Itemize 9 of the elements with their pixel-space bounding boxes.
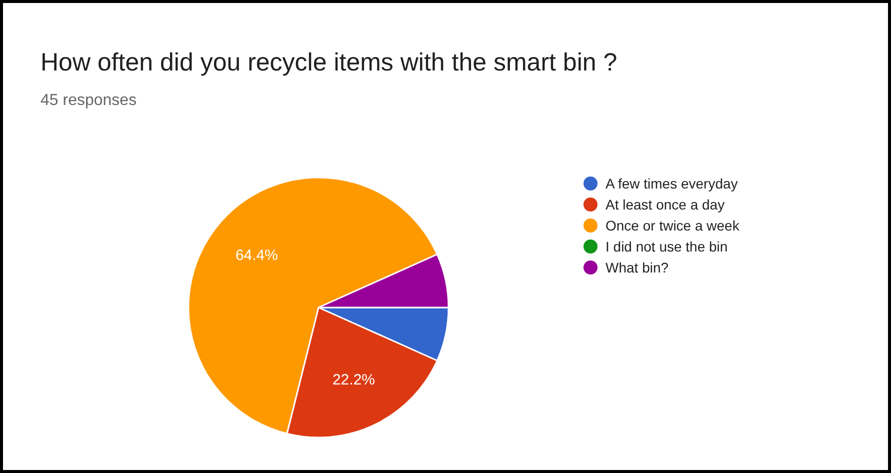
legend-label: I did not use the bin <box>606 238 728 254</box>
data-label: 22.2% <box>332 371 376 388</box>
legend-label: Once or twice a week <box>606 218 740 234</box>
legend-label: At least once a day <box>606 196 725 212</box>
data-label: 64.4% <box>235 247 278 264</box>
legend-label: A few times everyday <box>606 176 738 192</box>
chart-title: How often did you recycle items with the smart bin ? <box>40 48 618 76</box>
legend-label: What bin? <box>606 260 669 276</box>
chart-subtitle: 45 responses <box>40 92 137 109</box>
